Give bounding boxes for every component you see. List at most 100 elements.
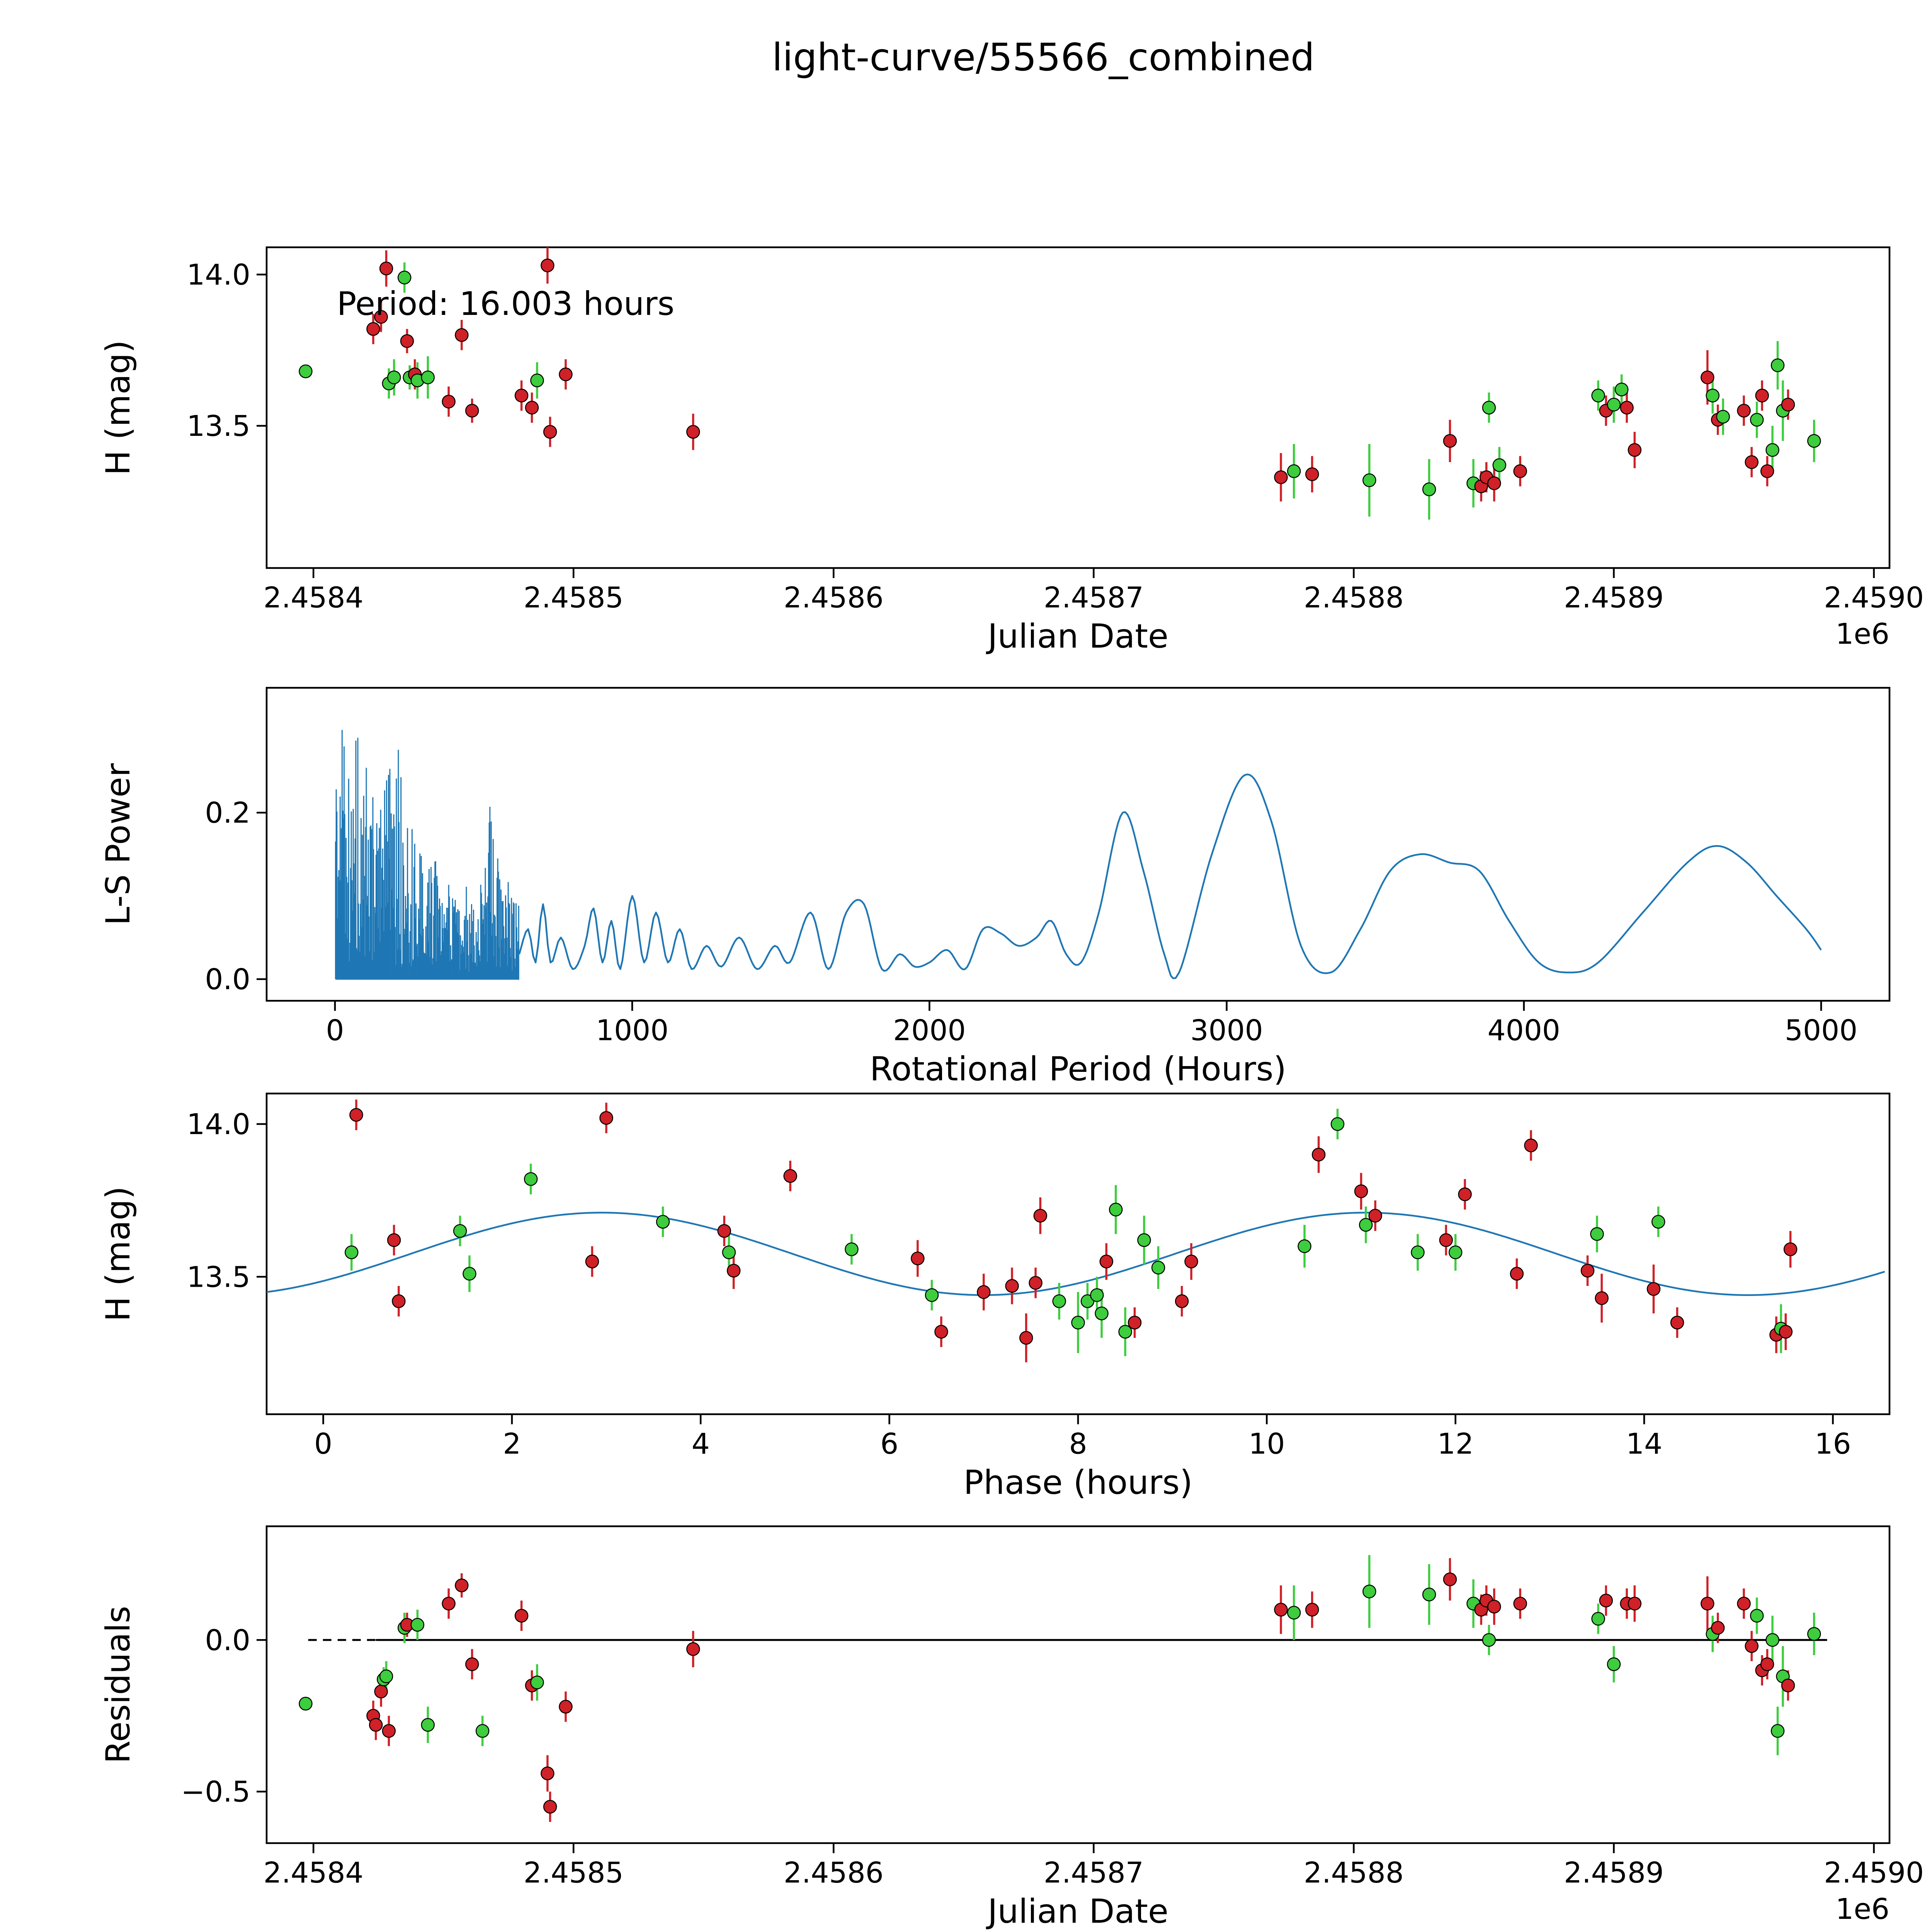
y-tick-label: 13.5 (187, 410, 250, 443)
data-point (421, 1718, 435, 1732)
y-axis-label: L-S Power (99, 763, 138, 925)
data-point (1620, 401, 1634, 415)
data-point (1095, 1306, 1109, 1320)
data-point (1580, 1264, 1595, 1278)
data-point (541, 1766, 554, 1781)
data-point (514, 1609, 529, 1623)
data-point (717, 1224, 731, 1238)
data-point (1354, 1184, 1368, 1198)
data-point (530, 1675, 544, 1689)
data-point (1770, 358, 1785, 372)
markers (299, 1572, 1821, 1814)
panel-jd_lightcurve: 2.4584 2.4585 2.4586 2.4587 2.4588 2.4589 2.45… (99, 246, 1924, 656)
data-point (1513, 464, 1527, 478)
x-tick-label: 10 (1248, 1427, 1285, 1461)
y-tick-label: 0.2 (205, 796, 250, 830)
y-tick-label: 13.5 (187, 1260, 250, 1294)
x-tick-label: 0 (314, 1427, 332, 1461)
panel-phase_curve: 0 2 4 6 8 10 12 14 16 14.0 13.5 Phase (hours) H (mag… (99, 1092, 1891, 1502)
data-point (543, 1800, 557, 1814)
data-point (1090, 1288, 1104, 1302)
data-point (722, 1245, 736, 1259)
y-tick-label: −0.5 (181, 1776, 250, 1809)
x-tick-label: 14 (1626, 1427, 1662, 1461)
data-point (382, 1724, 396, 1738)
x-tick-label: 5000 (1785, 1014, 1857, 1047)
data-point (1513, 1597, 1527, 1611)
data-point (541, 259, 554, 272)
data-point (349, 1108, 363, 1122)
data-point (1137, 1233, 1151, 1247)
data-point (1765, 1633, 1779, 1647)
data-point (1607, 1657, 1621, 1671)
data-point (1448, 1245, 1463, 1259)
axes-frame (265, 1525, 1891, 1844)
data-point (1274, 470, 1288, 484)
data-point (1151, 1260, 1165, 1275)
data-point (366, 322, 380, 336)
data-point (1628, 1597, 1642, 1611)
data-point (465, 1657, 479, 1671)
markers (345, 1108, 1798, 1345)
x-axis-label: Julian Date (986, 1892, 1168, 1931)
data-point (1781, 398, 1795, 412)
data-point (1175, 1294, 1189, 1308)
data-point (1524, 1138, 1538, 1153)
data-point (1422, 1587, 1436, 1602)
data-point (1614, 383, 1629, 396)
data-point (1052, 1294, 1066, 1308)
data-point (514, 388, 529, 403)
data-point (1305, 467, 1319, 481)
data-point (379, 262, 393, 276)
data-point (1716, 410, 1730, 424)
data-point (1362, 1584, 1376, 1599)
data-point (925, 1288, 939, 1302)
panel-residuals: 2.4584 2.4585 2.4586 2.4587 2.4588 2.4589 2.45… (99, 1525, 1924, 1931)
x-tick-label: 2.4589 (1564, 1856, 1664, 1889)
data-point (585, 1255, 599, 1269)
data-point (1482, 401, 1496, 415)
data-point (559, 367, 573, 381)
data-point (387, 370, 401, 384)
markers (299, 259, 1821, 497)
x-tick-label: 2000 (893, 1014, 966, 1047)
data-point (379, 1669, 393, 1684)
data-point (1128, 1316, 1142, 1330)
x-tick-label: 1000 (596, 1014, 668, 1047)
data-point (463, 1267, 476, 1281)
data-point (977, 1285, 991, 1299)
data-point (1274, 1603, 1288, 1617)
data-point (455, 1578, 469, 1592)
data-point (374, 1684, 388, 1699)
data-point (1750, 413, 1764, 427)
data-point (1737, 404, 1751, 418)
x-tick-label: 2.4584 (264, 1856, 364, 1889)
data-point (726, 1264, 741, 1278)
data-point (1783, 1242, 1798, 1256)
periodogram-curve (518, 773, 1822, 980)
data-point (1487, 1600, 1501, 1614)
y-tick-label: 0.0 (205, 1624, 250, 1657)
data-point (1760, 1657, 1774, 1671)
data-point (686, 425, 700, 439)
data-point (1005, 1279, 1019, 1293)
axes-frame (265, 246, 1891, 569)
y-tick-label: 14.0 (187, 1108, 250, 1141)
data-point (1362, 473, 1376, 487)
data-point (1099, 1255, 1114, 1269)
data-point (410, 1618, 425, 1632)
x-tick-label: 2.4588 (1304, 1856, 1404, 1889)
panel-periodogram: 0 1000 2000 3000 4000 5000 0.2 0.0 Rotational Pe… (99, 687, 1891, 1088)
data-point (1779, 1325, 1793, 1339)
data-point (299, 364, 313, 378)
data-point (1422, 482, 1436, 497)
data-point (397, 270, 412, 285)
data-point (845, 1242, 859, 1256)
x-offset-label: 1e6 (1835, 1893, 1889, 1926)
x-tick-label: 2.4588 (1304, 581, 1404, 614)
y-tick-label: 0.0 (205, 963, 250, 996)
data-point (559, 1700, 573, 1714)
data-point (1109, 1202, 1123, 1217)
figure-title: light-curve/55566_combined (772, 36, 1315, 80)
